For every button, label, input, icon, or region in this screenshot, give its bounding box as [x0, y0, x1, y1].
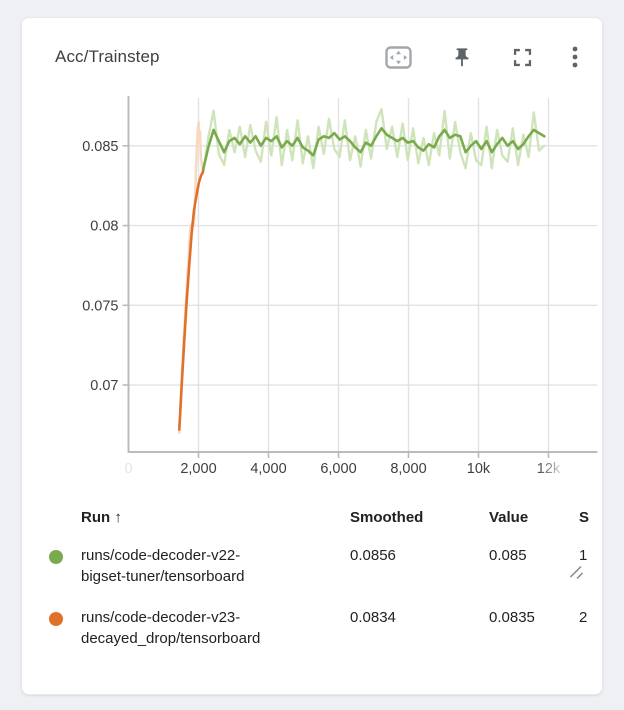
run-step: 1 — [579, 547, 588, 564]
run-value: 0.0835 — [489, 609, 535, 626]
svg-text:0.07: 0.07 — [90, 378, 118, 394]
line-chart[interactable]: 0.085 0.08 0.075 0.07 2,000 4,000 6,000 8,000 10… — [22, 96, 603, 488]
pin-icon — [455, 47, 469, 67]
svg-text:0.085: 0.085 — [82, 139, 118, 155]
run-name-line: bigset-tuner/tensorboard — [81, 568, 245, 585]
col-run-header[interactable]: Run ↑ — [81, 509, 350, 526]
run-dot-cell — [37, 607, 81, 626]
kebab-menu-icon — [572, 46, 578, 68]
card-title: Acc/Trainstep — [55, 47, 160, 66]
fit-domain-to-data-button[interactable] — [385, 45, 412, 69]
card-header: Acc/Trainstep — [22, 18, 602, 82]
run-value: 0.085 — [489, 547, 527, 564]
pin-card-button[interactable] — [451, 46, 473, 69]
fullscreen-icon — [513, 48, 532, 66]
col-value-header[interactable]: Value — [489, 508, 529, 526]
more-options-button[interactable] — [572, 46, 578, 68]
chart-resize-handle[interactable] — [568, 564, 584, 580]
fit-domain-to-data-icon — [385, 45, 412, 69]
run-color-dot — [49, 550, 63, 564]
col-run-label: Run — [81, 508, 111, 526]
svg-text:12k: 12k — [537, 461, 561, 477]
chart-area: 0.085 0.08 0.075 0.07 2,000 4,000 6,000 8,000 10… — [22, 96, 603, 580]
run-smoothed-value: 0.0856 — [350, 547, 396, 564]
svg-text:0.08: 0.08 — [90, 219, 118, 235]
tick-labels: 0.085 0.08 0.075 0.07 2,000 4,000 6,000 8,000 10… — [82, 139, 561, 477]
fullscreen-button[interactable] — [512, 47, 533, 68]
svg-text:8,000: 8,000 — [390, 461, 426, 477]
col-smoothed-header[interactable]: Smoothed — [350, 508, 424, 526]
svg-text:0.075: 0.075 — [82, 298, 118, 314]
run-v23-smoothed-line[interactable] — [178, 170, 205, 431]
svg-text:10k: 10k — [467, 461, 491, 477]
table-row[interactable]: runs/code-decoder-v23- decayed_drop/tenso… — [22, 596, 602, 658]
run-name: runs/code-decoder-v23- decayed_drop/tenso… — [81, 607, 350, 649]
run-name-line: decayed_drop/tensorboard — [81, 630, 261, 647]
run-step: 2 — [579, 609, 588, 626]
run-v22-smoothed-line[interactable] — [201, 127, 546, 172]
col-step-header[interactable]: S — [579, 508, 590, 526]
runs-table: Run ↑ Smoothed Value S runs/code-decoder… — [22, 500, 602, 658]
axes — [122, 96, 598, 458]
sort-ascending-icon: ↑ — [114, 508, 122, 526]
run-name: runs/code-decoder-v22- bigset-tuner/tenso… — [81, 545, 350, 587]
run-name-line: runs/code-decoder-v23- — [81, 609, 241, 626]
runs-table-header: Run ↑ Smoothed Value S — [22, 500, 602, 534]
table-row[interactable]: runs/code-decoder-v22- bigset-tuner/tenso… — [22, 534, 602, 596]
svg-text:4,000: 4,000 — [250, 461, 286, 477]
run-name-line: runs/code-decoder-v22- — [81, 547, 241, 564]
run-color-dot — [49, 612, 63, 626]
card-toolbar — [385, 45, 582, 69]
run-dot-cell — [37, 545, 81, 564]
resize-grip-icon — [569, 565, 584, 580]
run-smoothed-value: 0.0834 — [350, 609, 396, 626]
svg-text:0: 0 — [124, 461, 132, 477]
scalar-chart-card: Acc/Trainstep — [21, 17, 603, 695]
runs-table-rows: runs/code-decoder-v22- bigset-tuner/tenso… — [22, 534, 602, 658]
svg-text:6,000: 6,000 — [320, 461, 356, 477]
svg-text:2,000: 2,000 — [180, 461, 216, 477]
